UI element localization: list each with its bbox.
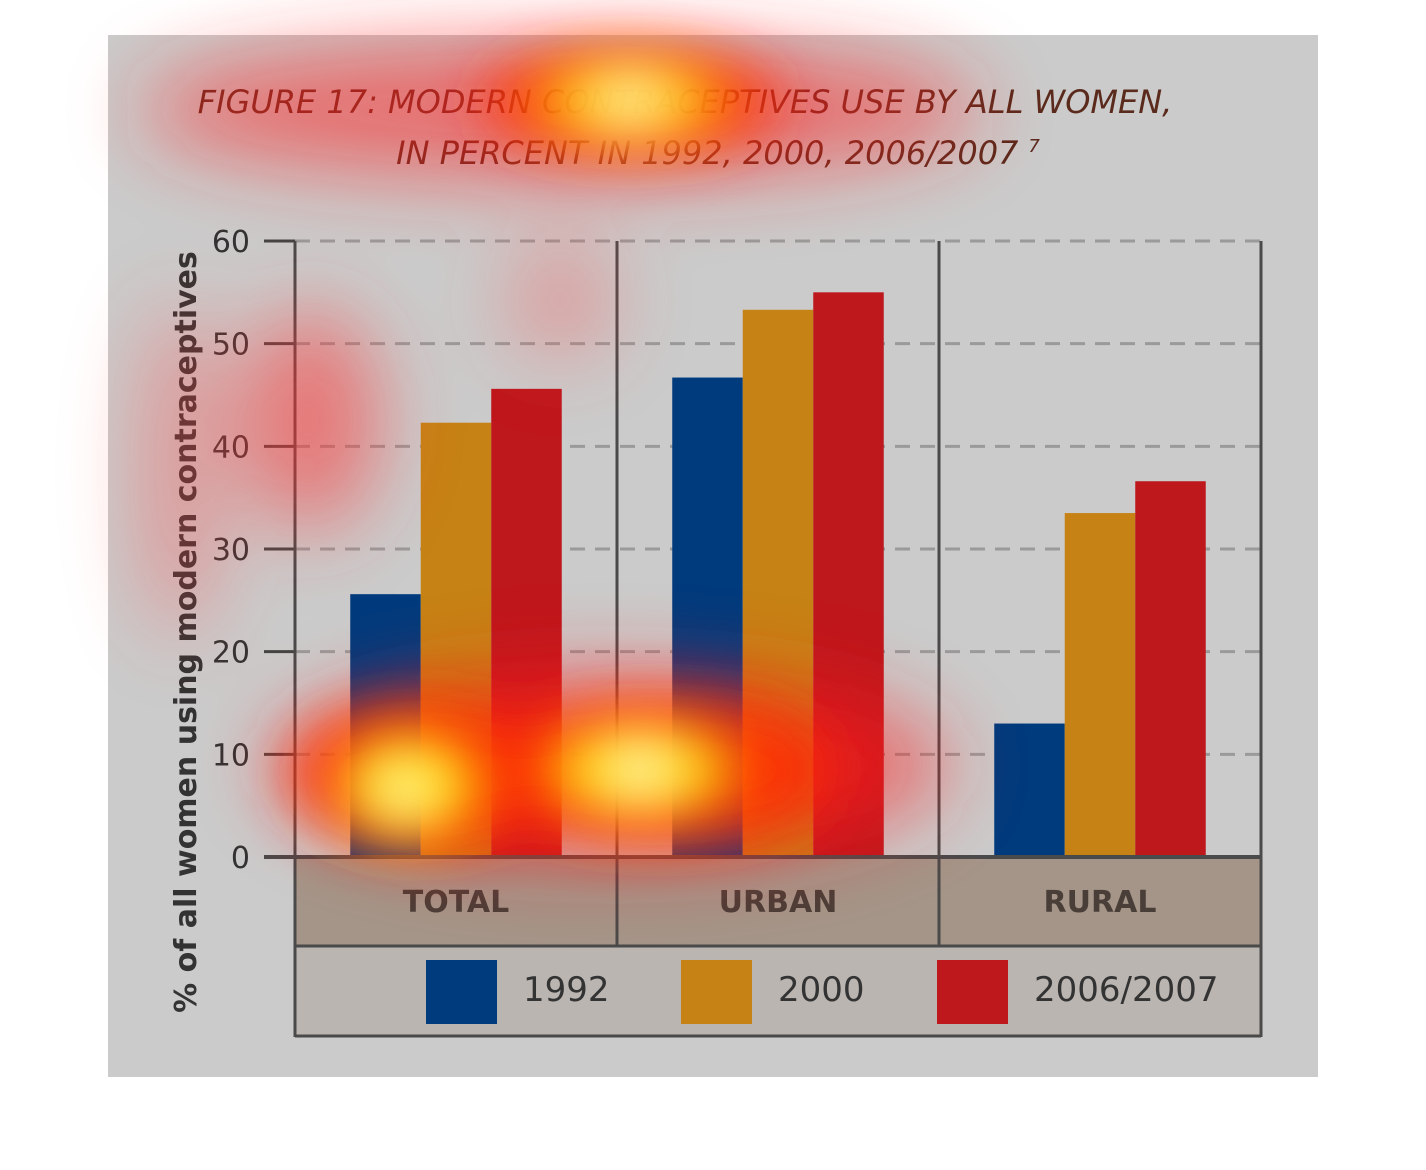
- bar-total-2000: [420, 422, 492, 857]
- y-tick-label: 60: [212, 225, 250, 260]
- y-tick-label: 40: [212, 430, 250, 465]
- category-band: TOTAL URBAN RURAL: [295, 857, 1261, 946]
- bar-urban-1992: [672, 377, 743, 857]
- legend-label-2006-2007: 2006/2007: [1034, 970, 1219, 1010]
- legend-label-1992: 1992: [523, 970, 610, 1010]
- category-label-urban: URBAN: [719, 885, 838, 920]
- y-tick-label: 20: [212, 636, 250, 671]
- category-label-rural: RURAL: [1044, 885, 1157, 920]
- chart-title-footnote: 7: [1028, 136, 1040, 157]
- legend: 1992 2000 2006/2007: [295, 946, 1261, 1035]
- legend-label-2000: 2000: [778, 970, 865, 1010]
- y-tick-label: 10: [212, 738, 250, 773]
- y-tick-label: 50: [212, 328, 250, 363]
- bar-urban-2006-2007: [813, 292, 884, 857]
- y-tick-label: 0: [231, 841, 250, 876]
- y-tick-label: 30: [212, 533, 250, 568]
- legend-swatch-2006-2007: [937, 960, 1008, 1024]
- category-label-total: TOTAL: [403, 885, 509, 920]
- legend-swatch-2000: [681, 960, 752, 1024]
- chart-title-line-2-text: IN PERCENT IN 1992, 2000, 2006/2007: [396, 134, 1019, 172]
- y-axis-label: % of all women using modern contraceptiv…: [169, 251, 204, 1013]
- bar-urban-2000: [742, 309, 814, 858]
- category-band-bg: [295, 857, 1261, 946]
- bar-rural-2000: [1064, 513, 1136, 857]
- bar-total-1992: [350, 594, 421, 857]
- chart-title-line-2: IN PERCENT IN 1992, 2000, 2006/2007 7: [396, 134, 1040, 172]
- legend-swatch-1992: [426, 960, 497, 1024]
- bar-rural-1992: [994, 723, 1065, 857]
- chart-title-line-1: FIGURE 17: MODERN CONTRACEPTIVES USE BY …: [198, 83, 1173, 121]
- bar-total-2006-2007: [491, 388, 562, 857]
- bar-rural-2006-2007: [1135, 481, 1206, 857]
